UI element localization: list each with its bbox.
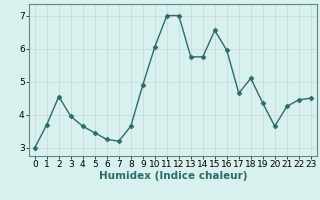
X-axis label: Humidex (Indice chaleur): Humidex (Indice chaleur) — [99, 171, 247, 181]
